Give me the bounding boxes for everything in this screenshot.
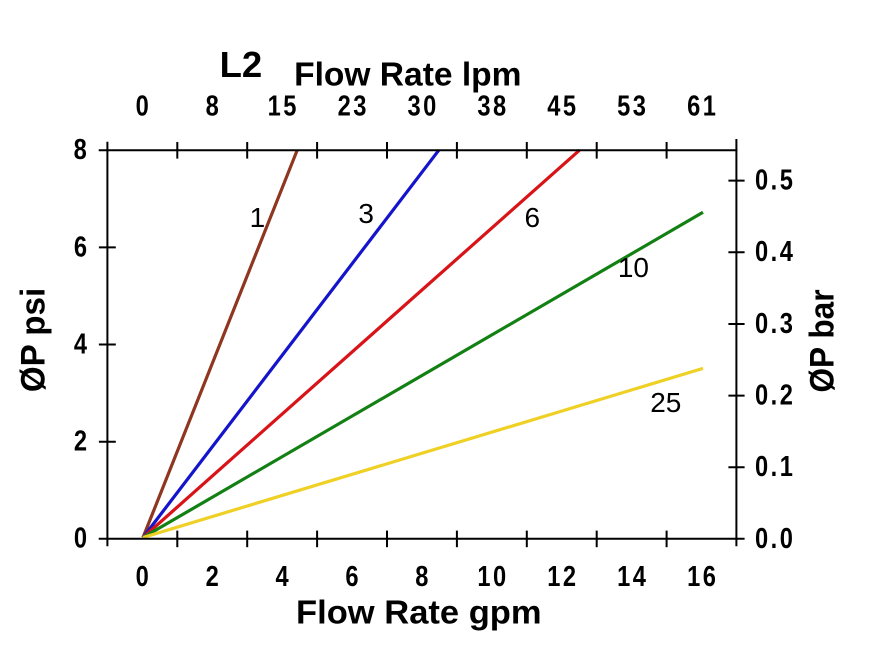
svg-text:12: 12 xyxy=(547,560,578,593)
svg-text:0: 0 xyxy=(136,560,152,593)
svg-text:L2: L2 xyxy=(220,44,263,85)
svg-text:53: 53 xyxy=(617,89,648,122)
svg-text:Flow Rate lpm: Flow Rate lpm xyxy=(294,57,521,94)
svg-text:6: 6 xyxy=(345,560,361,593)
svg-text:0: 0 xyxy=(136,89,152,122)
svg-text:10: 10 xyxy=(618,252,649,283)
svg-text:38: 38 xyxy=(477,89,508,122)
svg-text:0.0: 0.0 xyxy=(755,522,795,555)
svg-text:3: 3 xyxy=(358,198,374,229)
svg-text:8: 8 xyxy=(415,560,431,593)
svg-text:23: 23 xyxy=(338,89,369,122)
svg-text:16: 16 xyxy=(687,560,718,593)
svg-text:61: 61 xyxy=(687,89,718,122)
svg-text:0.1: 0.1 xyxy=(755,450,795,483)
svg-text:6: 6 xyxy=(74,230,90,263)
svg-text:30: 30 xyxy=(407,89,438,122)
svg-text:Flow Rate gpm: Flow Rate gpm xyxy=(296,594,542,631)
svg-text:2: 2 xyxy=(206,560,222,593)
svg-text:6: 6 xyxy=(525,202,541,233)
svg-text:2: 2 xyxy=(74,424,90,457)
svg-text:ØP psi: ØP psi xyxy=(15,288,52,392)
svg-text:25: 25 xyxy=(650,387,681,418)
svg-text:45: 45 xyxy=(547,89,578,122)
svg-text:0.3: 0.3 xyxy=(755,307,795,340)
svg-text:0.5: 0.5 xyxy=(755,163,795,196)
svg-text:0: 0 xyxy=(74,522,90,555)
svg-text:0.4: 0.4 xyxy=(755,235,795,268)
svg-text:14: 14 xyxy=(617,560,648,593)
svg-text:ØP bar: ØP bar xyxy=(802,289,840,392)
svg-text:10: 10 xyxy=(477,560,508,593)
svg-text:8: 8 xyxy=(74,133,90,166)
svg-text:4: 4 xyxy=(275,560,291,593)
svg-text:4: 4 xyxy=(74,327,90,360)
svg-text:15: 15 xyxy=(268,89,299,122)
svg-text:1: 1 xyxy=(250,202,266,233)
svg-text:0.2: 0.2 xyxy=(755,378,795,411)
svg-text:8: 8 xyxy=(206,89,222,122)
